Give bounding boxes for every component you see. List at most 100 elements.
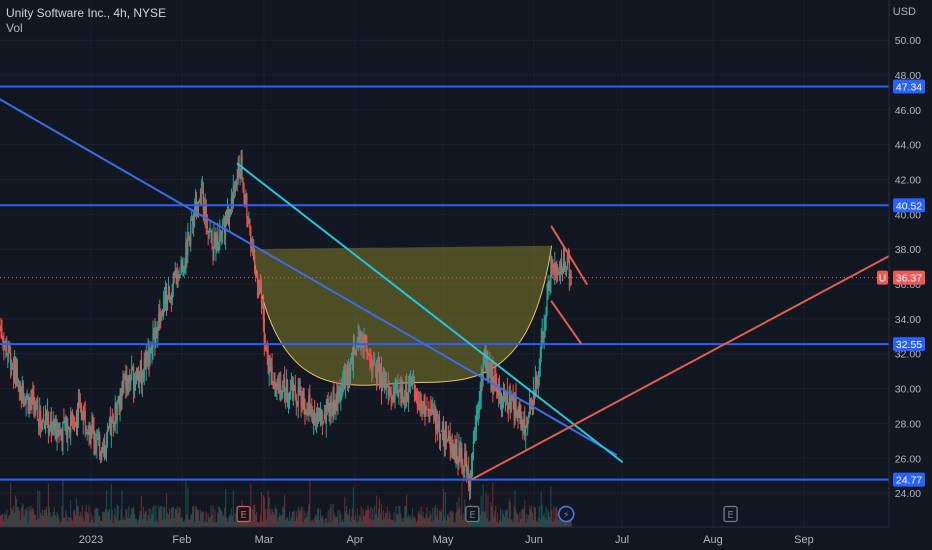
volume-bar: [395, 506, 397, 527]
volume-bar: [383, 517, 385, 527]
earnings-marker[interactable]: [236, 505, 251, 523]
volume-bar: [339, 509, 341, 527]
candle-body: [489, 364, 491, 366]
volume-bar: [484, 511, 486, 527]
candle-body: [452, 443, 454, 458]
volume-bar: [96, 507, 98, 527]
trendline-uptrend-red[interactable]: [471, 255, 890, 481]
candle-body: [365, 338, 367, 348]
candle-body: [242, 180, 244, 187]
candle-body: [487, 355, 489, 378]
candle-body: [344, 370, 346, 388]
candle-body: [131, 368, 133, 381]
candle-body: [256, 276, 259, 286]
volume-bar: [91, 519, 93, 527]
volume-bar: [385, 513, 387, 527]
candle-body: [156, 328, 158, 336]
volume-bar: [11, 507, 13, 527]
candle-body: [182, 270, 184, 273]
candle-body: [258, 284, 261, 295]
volume-bar: [373, 519, 375, 527]
volume-bar: [291, 511, 294, 527]
candle-body: [220, 230, 222, 233]
volume-bar: [120, 509, 122, 527]
volume-bar: [175, 509, 177, 527]
candle-body: [48, 429, 50, 435]
candle-body: [102, 448, 104, 453]
volume-bar: [430, 513, 432, 527]
x-tick-label: May: [433, 534, 454, 546]
volume-bar: [132, 508, 134, 527]
volume-bar: [145, 511, 147, 527]
volume-bar: [223, 515, 225, 527]
volume-bar: [44, 509, 47, 527]
volume-bar: [276, 508, 278, 527]
volume-bar: [1, 514, 3, 527]
volume-bar: [50, 516, 52, 527]
candle-body: [468, 469, 470, 485]
volume-bar: [534, 507, 537, 527]
x-tick-label: Feb: [172, 534, 191, 546]
horizontal-levels[interactable]: [0, 85, 889, 481]
candle-body: [198, 199, 201, 201]
trendline-flag-upper[interactable]: [550, 225, 588, 286]
x-tick-label: Jun: [525, 534, 543, 546]
candle-body: [40, 411, 42, 426]
earnings-marker[interactable]: [723, 505, 738, 523]
volume-bar: [472, 522, 475, 527]
trendline-downtrend-teal[interactable]: [236, 162, 624, 463]
candle-body: [200, 192, 202, 198]
candle-body: [554, 262, 556, 274]
candle-body: [185, 242, 187, 265]
candle-body: [333, 392, 335, 409]
candle-body: [56, 432, 58, 440]
volume-bar: [284, 494, 286, 527]
trendlines[interactable]: [0, 98, 890, 481]
candle-body: [14, 361, 17, 386]
dividend-marker[interactable]: [558, 505, 575, 523]
volume-bar: [204, 520, 206, 527]
candle-body: [332, 390, 334, 414]
event-marker-label: E: [727, 510, 733, 521]
volume-bar: [14, 495, 17, 527]
volume-bar: [453, 522, 455, 527]
candle-body: [450, 447, 452, 452]
volume-bar: [189, 519, 191, 527]
candle-body: [106, 428, 109, 436]
volume-bar: [405, 505, 407, 527]
candle-body: [65, 416, 67, 426]
candle-body: [392, 394, 394, 402]
trendline-flag-lower[interactable]: [550, 300, 582, 345]
trendline-downtrend-blue[interactable]: [0, 98, 618, 456]
volume-bar: [181, 516, 183, 527]
candle-body: [0, 330, 2, 332]
candle-body: [350, 357, 353, 363]
volume-bar: [176, 506, 178, 527]
volume-bar: [347, 515, 350, 527]
volume-bar: [92, 516, 94, 527]
volume-bar: [532, 520, 535, 527]
volume-bar: [320, 517, 323, 527]
candle-body: [231, 197, 233, 207]
candle-body: [227, 211, 230, 223]
candle-body: [551, 256, 553, 266]
candle-body: [397, 383, 399, 393]
volume-bar: [205, 511, 207, 527]
candle-body: [172, 272, 174, 286]
candle-body: [411, 379, 414, 383]
volume-bar: [46, 515, 49, 527]
volume-bar: [13, 513, 16, 527]
candle-body: [15, 370, 18, 387]
earnings-marker[interactable]: [465, 505, 480, 523]
candle-body: [513, 398, 515, 420]
candle-body: [179, 274, 181, 276]
time-axis[interactable]: [0, 527, 889, 550]
volume-bar: [401, 518, 403, 527]
event-markers[interactable]: E E ⚡ E: [236, 505, 738, 523]
candle-body: [92, 425, 94, 430]
candle-body: [310, 408, 312, 416]
candle-body: [394, 384, 396, 399]
candle-body: [189, 237, 191, 246]
